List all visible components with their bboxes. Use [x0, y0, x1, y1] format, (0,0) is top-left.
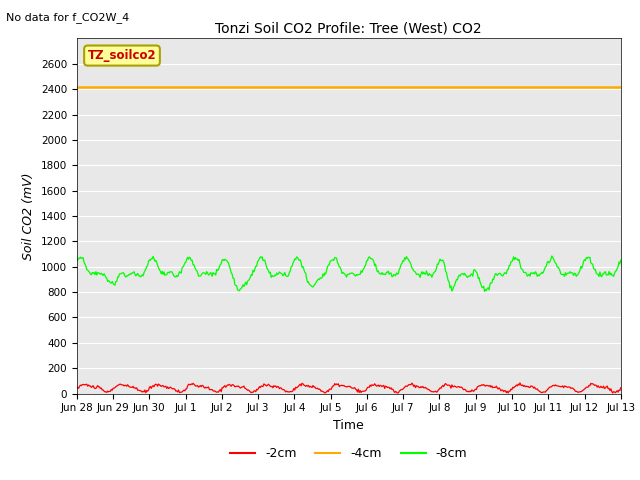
Text: TZ_soilco2: TZ_soilco2: [88, 49, 156, 62]
X-axis label: Time: Time: [333, 419, 364, 432]
Legend: -2cm, -4cm, -8cm: -2cm, -4cm, -8cm: [225, 443, 472, 466]
Title: Tonzi Soil CO2 Profile: Tree (West) CO2: Tonzi Soil CO2 Profile: Tree (West) CO2: [216, 22, 482, 36]
Text: No data for f_CO2W_4: No data for f_CO2W_4: [6, 12, 130, 23]
Y-axis label: Soil CO2 (mV): Soil CO2 (mV): [22, 172, 35, 260]
